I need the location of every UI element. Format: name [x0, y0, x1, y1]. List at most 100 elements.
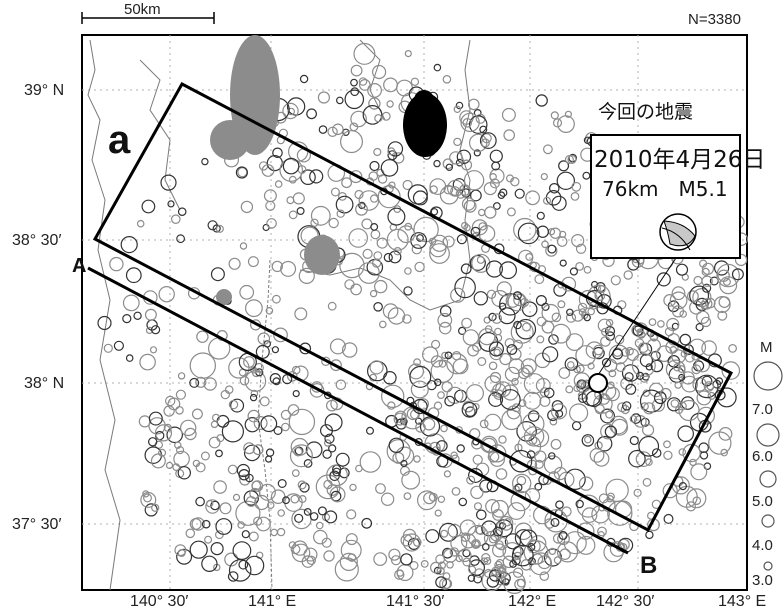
earthquake-circle — [277, 479, 287, 489]
earthquake-circle — [571, 234, 585, 248]
earthquake-circle — [466, 475, 476, 485]
earthquake-circle — [442, 547, 453, 559]
earthquake-circle — [488, 569, 502, 582]
earthquake-circle — [355, 202, 368, 216]
earthquake-circle — [324, 413, 343, 432]
earthquake-circle — [657, 320, 665, 328]
earthquake-circle — [450, 287, 466, 303]
earthquake-circle — [388, 437, 404, 453]
earthquake-circle — [701, 340, 717, 356]
earthquake-circle — [215, 518, 233, 535]
earthquake-circle — [370, 194, 379, 203]
earthquake-circle — [534, 459, 544, 469]
earthquake-circle — [513, 551, 522, 560]
earthquake-circle — [350, 110, 367, 128]
earthquake-circle — [511, 403, 521, 413]
earthquake-circle — [177, 207, 187, 217]
earthquake-circle — [690, 463, 708, 481]
earthquake-circle — [422, 417, 436, 431]
earthquake-circle — [244, 555, 265, 576]
earthquake-circle — [433, 566, 442, 575]
earthquake-circle — [718, 296, 731, 309]
earthquake-circle — [147, 437, 158, 447]
earthquake-circle — [286, 97, 306, 116]
earthquake-circle — [386, 228, 409, 251]
earthquake-circle — [312, 529, 328, 545]
earthquake-circle — [470, 226, 481, 237]
earthquake-circle — [201, 519, 211, 529]
earthquake-circle — [571, 181, 582, 192]
earthquake-circle — [674, 381, 682, 389]
earthquake-circle — [240, 200, 254, 214]
earthquake-circle — [151, 325, 161, 335]
earthquake-circle — [141, 199, 156, 214]
earthquake-circle — [701, 298, 713, 310]
earthquake-circle — [701, 375, 713, 387]
earthquake-circle — [298, 267, 315, 284]
earthquake-circle — [453, 137, 462, 147]
earthquake-circle — [630, 413, 642, 424]
earthquake-circle — [239, 284, 255, 300]
lat-label-38-30: 38° 30′ — [12, 232, 61, 249]
earthquake-circle — [663, 440, 671, 449]
earthquake-circle — [299, 74, 309, 84]
earthquake-circle — [327, 301, 337, 311]
earthquake-circle — [358, 201, 366, 210]
earthquake-circle — [718, 427, 733, 441]
earthquake-circle — [696, 310, 710, 324]
earthquake-circle — [663, 450, 673, 460]
earthquake-circle — [494, 327, 502, 336]
earthquake-circle — [372, 258, 382, 268]
earthquake-circle — [404, 49, 412, 58]
earthquake-circle — [663, 294, 677, 307]
earthquake-circle — [297, 480, 307, 490]
lon-label-141-30: 141° 30′ — [386, 593, 444, 610]
earthquake-circle — [272, 294, 281, 304]
earthquake-circle — [113, 340, 125, 351]
earthquake-circle — [486, 289, 497, 299]
earthquake-circle — [439, 305, 452, 317]
earthquake-circle — [512, 567, 524, 578]
earthquake-circle — [502, 578, 510, 586]
scale-bar: 50km — [81, 1, 215, 24]
earthquake-circle — [310, 218, 319, 227]
earthquake-circle — [431, 339, 441, 349]
earthquake-circle — [433, 401, 443, 410]
earthquake-circle — [555, 500, 564, 510]
earthquake-circle — [367, 82, 383, 98]
earthquake-circle — [228, 257, 241, 270]
earthquake-circle — [287, 404, 300, 416]
earthquake-circle — [340, 130, 364, 154]
earthquake-circle — [252, 444, 264, 456]
earthquake-circle — [445, 163, 453, 171]
earthquake-circle — [430, 208, 439, 216]
earthquake-circle — [430, 355, 444, 368]
legend-title: M — [760, 339, 773, 356]
cluster-north-central — [403, 90, 447, 157]
earthquake-circle — [383, 77, 398, 93]
earthquake-circle — [133, 311, 142, 320]
lat-label-38n: 38° N — [24, 375, 64, 392]
earthquake-circle — [340, 539, 362, 561]
earthquake-circle — [513, 320, 522, 330]
earthquake-circle — [692, 496, 702, 506]
earthquake-circle — [309, 169, 324, 184]
earthquake-circle — [498, 307, 516, 325]
earthquake-circle — [250, 389, 259, 398]
earthquake-circle — [374, 279, 388, 294]
earthquake-circle — [675, 263, 689, 276]
earthquake-circle — [409, 560, 419, 570]
section-label-b: B — [640, 552, 657, 579]
earthquake-circle — [575, 499, 584, 509]
earthquake-circle — [404, 222, 413, 231]
earthquake-circle — [140, 491, 157, 508]
earthquake-circle — [269, 373, 281, 385]
earthquake-circle — [462, 557, 472, 567]
earthquake-circle — [423, 492, 436, 505]
earthquake-circle — [309, 383, 325, 398]
earthquake-circle — [695, 323, 704, 332]
earthquake-circle — [407, 537, 420, 551]
earthquake-circle — [403, 492, 412, 501]
earthquake-circle — [451, 351, 462, 361]
earthquake-circle — [253, 416, 268, 431]
